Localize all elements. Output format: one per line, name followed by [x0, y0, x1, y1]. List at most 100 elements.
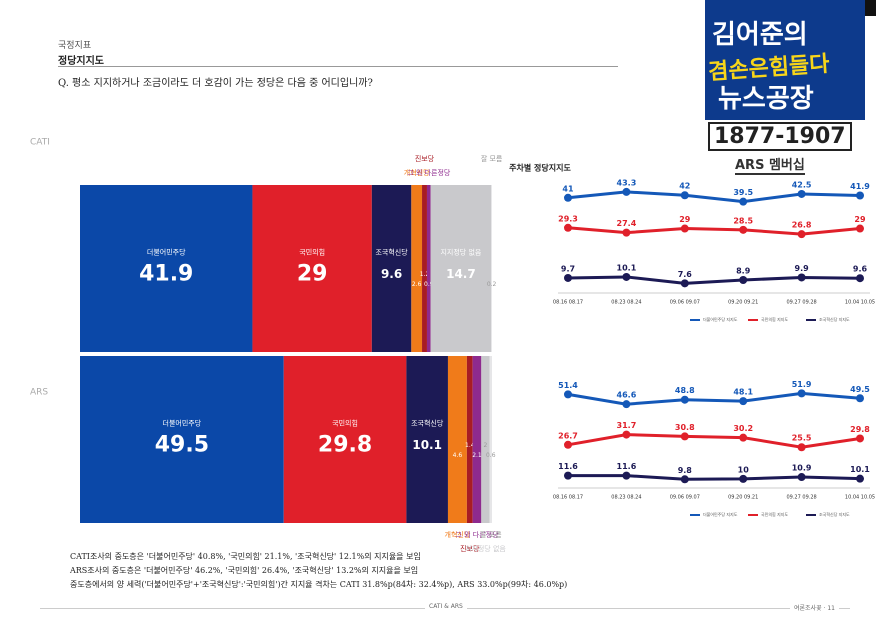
point	[564, 273, 572, 282]
value-label: 10.1	[850, 465, 870, 474]
legend-label: 국민의힘 지지도	[761, 511, 788, 517]
point	[856, 394, 864, 403]
bar-segment	[80, 356, 284, 523]
segment-name: 개혁신당	[404, 168, 430, 177]
value-label: 51.4	[558, 381, 578, 390]
legend-label: 조국혁신당 지지도	[819, 511, 850, 517]
bar-segment	[426, 185, 431, 352]
point	[564, 440, 572, 449]
segment-value: 29.8	[318, 433, 372, 458]
line	[568, 474, 861, 481]
segment-value: 14.7	[446, 267, 476, 281]
value-label: 27.4	[617, 219, 637, 228]
bar-segment	[283, 356, 407, 523]
value-label: 41	[562, 184, 574, 193]
point	[797, 230, 806, 239]
value-label: 48.1	[733, 388, 753, 397]
x-tick-label: 10.04 10.05	[845, 495, 875, 501]
rule	[58, 66, 618, 67]
point	[739, 197, 748, 206]
point	[856, 191, 864, 200]
note: 중도층에서의 양 세력('더불어민주당'+'조국혁신당':'국민의힘')간 지지…	[70, 580, 568, 589]
x-tick-label: 09.20 09.21	[728, 300, 758, 306]
x-tick-label: 09.27 09.28	[786, 495, 816, 501]
x-tick-label: 09.27 09.28	[786, 300, 816, 306]
segment-name: 지지정당 없음	[440, 248, 481, 257]
segment-name: 조국혁신당	[375, 248, 408, 257]
value-label: 30.2	[733, 424, 753, 433]
x-tick-label: 08.23 08.24	[611, 495, 641, 501]
segment-value: 0.2	[487, 281, 497, 288]
segment-value: 1.2	[420, 271, 430, 278]
category: 국정지표	[58, 41, 92, 51]
value-label: 10.1	[617, 263, 637, 272]
value-label: 8.9	[736, 267, 751, 276]
segment-name: 잘 모름	[480, 531, 502, 539]
segment-value: 0.9	[424, 281, 434, 288]
segment-name: 진보당	[415, 154, 435, 163]
note: CATI조사의 중도층은 '더불어민주당' 40.8%, '국민의힘' 21.1…	[70, 552, 421, 561]
line	[567, 226, 861, 236]
value-label: 28.5	[733, 216, 753, 225]
point	[622, 187, 631, 196]
line	[567, 190, 861, 204]
point	[797, 443, 806, 452]
x-tick-label: 09.06 09.07	[670, 495, 700, 501]
x-tick-label: 09.06 09.07	[670, 300, 700, 306]
point	[739, 276, 748, 285]
point	[797, 389, 806, 398]
legend-label: 국민의힘 지지도	[761, 316, 788, 322]
segment-value: 2.6	[412, 281, 422, 288]
point	[564, 471, 572, 480]
value-label: 10	[738, 465, 750, 474]
point	[797, 189, 806, 198]
bar-segment	[430, 185, 492, 352]
segment-value: 2.1	[472, 452, 482, 459]
value-label: 42.5	[792, 180, 812, 189]
value-label: 10.9	[792, 464, 812, 473]
bar-segment	[252, 185, 372, 352]
segment-name: 더불어민주당	[147, 248, 186, 257]
value-label: 42	[679, 182, 690, 191]
line	[567, 433, 861, 449]
x-tick-label: 08.23 08.24	[611, 300, 641, 306]
segment-value: 4.6	[453, 452, 463, 459]
bar-segment	[466, 356, 473, 523]
footer-right: 여론조사꽃 · 11	[790, 603, 839, 612]
point	[856, 224, 864, 233]
value-label: 49.5	[850, 385, 870, 394]
footer-center: CATI & ARS	[425, 603, 467, 610]
point	[797, 473, 806, 482]
segment-name: 그 외 다른정당	[407, 168, 451, 177]
point	[680, 432, 689, 441]
value-label: 41.9	[850, 182, 870, 191]
point	[856, 474, 864, 483]
point	[739, 433, 748, 442]
legend-label: 조국혁신당 지지도	[819, 316, 850, 322]
segment-value: 29	[297, 262, 328, 287]
segment-value: 49.5	[155, 433, 209, 458]
segment-value: 1.4	[465, 442, 475, 449]
segment-name: 더불어민주당	[163, 419, 202, 428]
value-label: 39.5	[733, 188, 753, 197]
line	[567, 391, 861, 406]
chart-label: CATI	[30, 138, 50, 148]
point	[622, 272, 631, 281]
value-label: 48.8	[675, 386, 695, 395]
value-label: 46.6	[617, 391, 637, 400]
phone: 1877-1907	[708, 122, 852, 151]
x-tick-label: 10.04 10.05	[845, 300, 875, 306]
value-label: 9.9	[795, 264, 810, 273]
value-label: 30.8	[675, 423, 695, 432]
x-tick-label: 08.16 08.17	[553, 300, 583, 306]
point	[622, 430, 631, 439]
segment-value: 0.6	[486, 452, 496, 459]
note: ARS조사의 중도층은 '더불어민주당' 46.2%, '국민의힘' 26.4%…	[70, 566, 419, 575]
legend-label: 더불어민주당 지지도	[703, 316, 738, 322]
bar-segment	[371, 185, 412, 352]
point	[622, 400, 631, 409]
logo-line1: 김어준의	[712, 20, 808, 50]
segment-name: 국민의힘	[332, 419, 358, 428]
